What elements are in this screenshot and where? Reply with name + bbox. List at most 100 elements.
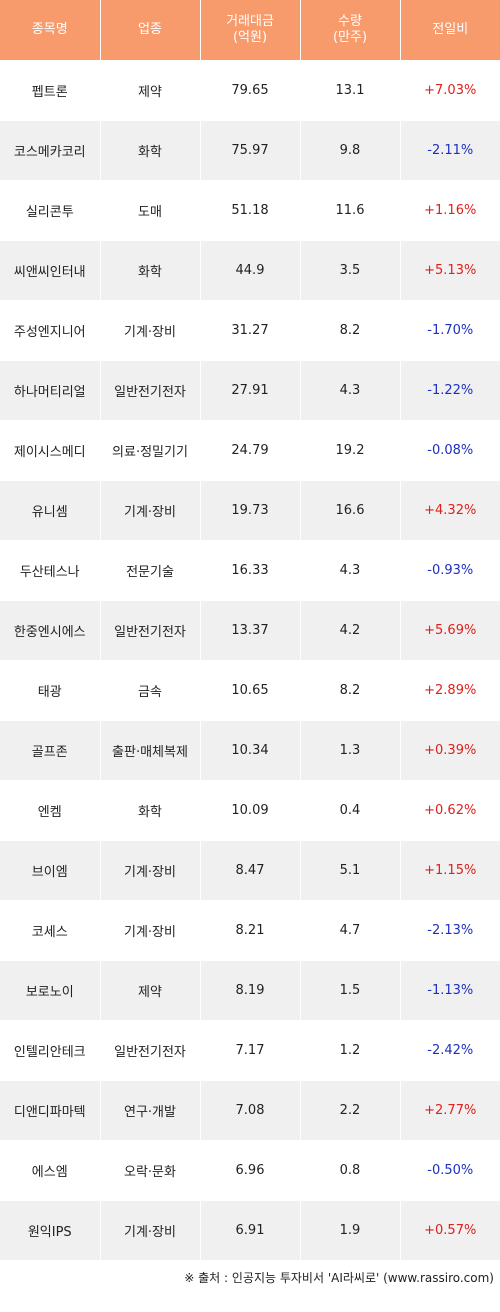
cell-qty: 1.9	[300, 1200, 401, 1261]
cell-sector: 화학	[100, 120, 201, 181]
cell-change: +0.57%	[400, 1200, 500, 1261]
table-row: 펩트론 제약 79.65 13.1 +7.03%	[0, 60, 500, 121]
cell-amount: 8.19	[200, 960, 301, 1021]
cell-change: +5.13%	[400, 240, 500, 301]
table-row: 원익IPS 기계·장비 6.91 1.9 +0.57%	[0, 1200, 500, 1261]
cell-stock-name: 브이엠	[0, 840, 101, 901]
cell-change: -0.93%	[400, 540, 500, 601]
cell-amount: 7.08	[200, 1080, 301, 1141]
table-row: 유니셈 기계·장비 19.73 16.6 +4.32%	[0, 480, 500, 541]
cell-qty: 3.5	[300, 240, 401, 301]
cell-qty: 1.2	[300, 1020, 401, 1081]
cell-sector: 제약	[100, 960, 201, 1021]
header-qty-label: 수량	[338, 14, 362, 29]
cell-sector: 연구·개발	[100, 1080, 201, 1141]
cell-amount: 8.21	[200, 900, 301, 961]
cell-stock-name: 에스엠	[0, 1140, 101, 1201]
cell-sector: 기계·장비	[100, 840, 201, 901]
cell-sector: 화학	[100, 240, 201, 301]
cell-amount: 6.91	[200, 1200, 301, 1261]
cell-stock-name: 두산테스나	[0, 540, 101, 601]
cell-sector: 제약	[100, 60, 201, 121]
cell-stock-name: 보로노이	[0, 960, 101, 1021]
cell-change: +1.16%	[400, 180, 500, 241]
cell-change: +4.32%	[400, 480, 500, 541]
cell-amount: 6.96	[200, 1140, 301, 1201]
cell-change: +0.39%	[400, 720, 500, 781]
cell-change: +0.62%	[400, 780, 500, 841]
cell-change: -1.70%	[400, 300, 500, 361]
cell-change: +2.77%	[400, 1080, 500, 1141]
cell-stock-name: 한중엔시에스	[0, 600, 101, 661]
cell-sector: 기계·장비	[100, 900, 201, 961]
cell-change: -2.42%	[400, 1020, 500, 1081]
table-row: 두산테스나 전문기술 16.33 4.3 -0.93%	[0, 540, 500, 601]
cell-stock-name: 코세스	[0, 900, 101, 961]
cell-stock-name: 디앤디파마텍	[0, 1080, 101, 1141]
cell-amount: 10.34	[200, 720, 301, 781]
cell-qty: 4.2	[300, 600, 401, 661]
cell-stock-name: 유니셈	[0, 480, 101, 541]
cell-qty: 16.6	[300, 480, 401, 541]
cell-change: -2.11%	[400, 120, 500, 181]
header-qty: 수량 (만주)	[300, 0, 401, 61]
cell-sector: 도매	[100, 180, 201, 241]
cell-stock-name: 인텔리안테크	[0, 1020, 101, 1081]
table-row: 코세스 기계·장비 8.21 4.7 -2.13%	[0, 900, 500, 961]
table-row: 한중엔시에스 일반전기전자 13.37 4.2 +5.69%	[0, 600, 500, 661]
cell-stock-name: 엔켐	[0, 780, 101, 841]
table-row: 제이시스메디 의료·정밀기기 24.79 19.2 -0.08%	[0, 420, 500, 481]
cell-qty: 0.8	[300, 1140, 401, 1201]
cell-amount: 19.73	[200, 480, 301, 541]
table-row: 하나머티리얼 일반전기전자 27.91 4.3 -1.22%	[0, 360, 500, 421]
cell-qty: 4.3	[300, 360, 401, 421]
cell-change: +2.89%	[400, 660, 500, 721]
cell-qty: 4.3	[300, 540, 401, 601]
table-row: 씨앤씨인터내 화학 44.9 3.5 +5.13%	[0, 240, 500, 301]
cell-change: +1.15%	[400, 840, 500, 901]
cell-stock-name: 제이시스메디	[0, 420, 101, 481]
cell-amount: 8.47	[200, 840, 301, 901]
table-row: 브이엠 기계·장비 8.47 5.1 +1.15%	[0, 840, 500, 901]
cell-stock-name: 하나머티리얼	[0, 360, 101, 421]
cell-stock-name: 주성엔지니어	[0, 300, 101, 361]
cell-amount: 10.65	[200, 660, 301, 721]
cell-change: +5.69%	[400, 600, 500, 661]
cell-amount: 13.37	[200, 600, 301, 661]
cell-change: +7.03%	[400, 60, 500, 121]
table-header: 종목명 업종 거래대금 (억원) 수량 (만주) 전일비	[0, 0, 500, 61]
cell-stock-name: 실리콘투	[0, 180, 101, 241]
cell-amount: 24.79	[200, 420, 301, 481]
cell-sector: 오락·문화	[100, 1140, 201, 1201]
header-amount: 거래대금 (억원)	[200, 0, 301, 61]
cell-sector: 전문기술	[100, 540, 201, 601]
cell-qty: 8.2	[300, 660, 401, 721]
header-amount-unit: (억원)	[232, 30, 268, 45]
cell-change: -1.22%	[400, 360, 500, 421]
cell-sector: 기계·장비	[100, 1200, 201, 1261]
cell-change: -0.50%	[400, 1140, 500, 1201]
cell-sector: 출판·매체복제	[100, 720, 201, 781]
cell-sector: 기계·장비	[100, 480, 201, 541]
cell-qty: 5.1	[300, 840, 401, 901]
cell-stock-name: 펩트론	[0, 60, 101, 121]
cell-qty: 8.2	[300, 300, 401, 361]
table-row: 디앤디파마텍 연구·개발 7.08 2.2 +2.77%	[0, 1080, 500, 1141]
cell-amount: 16.33	[200, 540, 301, 601]
table-row: 실리콘투 도매 51.18 11.6 +1.16%	[0, 180, 500, 241]
cell-qty: 4.7	[300, 900, 401, 961]
cell-stock-name: 골프존	[0, 720, 101, 781]
cell-change: -1.13%	[400, 960, 500, 1021]
cell-qty: 9.8	[300, 120, 401, 181]
cell-sector: 화학	[100, 780, 201, 841]
cell-sector: 일반전기전자	[100, 1020, 201, 1081]
cell-sector: 일반전기전자	[100, 360, 201, 421]
cell-stock-name: 코스메카코리	[0, 120, 101, 181]
cell-stock-name: 원익IPS	[0, 1200, 101, 1261]
table-row: 인텔리안테크 일반전기전자 7.17 1.2 -2.42%	[0, 1020, 500, 1081]
cell-sector: 금속	[100, 660, 201, 721]
cell-amount: 7.17	[200, 1020, 301, 1081]
cell-amount: 31.27	[200, 300, 301, 361]
cell-amount: 79.65	[200, 60, 301, 121]
header-sector: 업종	[100, 0, 201, 61]
